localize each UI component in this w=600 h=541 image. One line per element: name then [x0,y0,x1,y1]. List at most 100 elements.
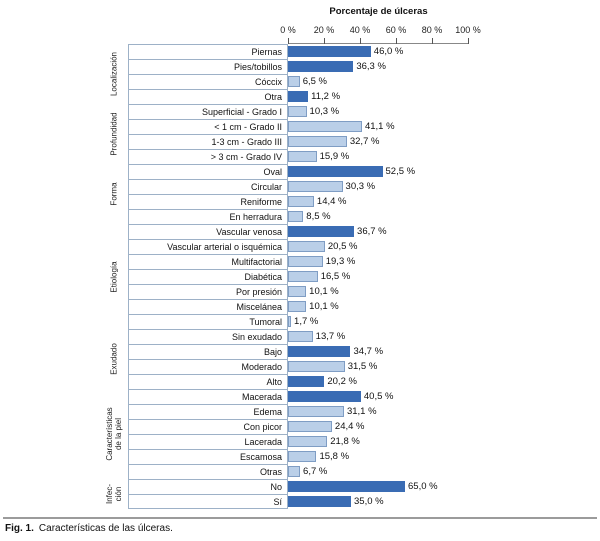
row-label: Tumoral [128,314,288,329]
bar [288,466,301,477]
chart-row: Reniforme 14,4 % [128,194,560,209]
bar-cell: 24,4 % [288,419,560,434]
chart-row: 1-3 cm - Grado III 32,7 % [128,134,560,149]
bar [288,451,317,462]
row-label: Circular [128,179,288,194]
row-label: Sin exudado [128,329,288,344]
bar [288,316,292,327]
bar [288,406,344,417]
bar-cell: 35,0 % [288,494,560,509]
row-label: Otras [128,464,288,479]
row-label: En herradura [128,209,288,224]
row-label: Oval [128,164,288,179]
bar-cell: 11,2 % [288,89,560,104]
group-label: Profundidad [100,104,128,164]
row-label: Reniforme [128,194,288,209]
group-label-text: Profundidad [109,112,119,156]
row-label: No [128,479,288,494]
bar [288,496,351,507]
chart-row: Moderado 31,5 % [128,359,560,374]
row-label: Diabética [128,269,288,284]
bar-cell: 20,2 % [288,374,560,389]
bar-cell: 6,7 % [288,464,560,479]
row-label: Con picor [128,419,288,434]
value-label: 52,5 % [385,166,416,177]
x-tick-label: 80 % [421,25,443,35]
row-label: Otra [128,89,288,104]
value-label: 15,9 % [319,151,350,162]
value-label: 10,1 % [309,301,339,312]
x-tick-label: 100 % [455,25,481,35]
row-label: Alto [128,374,288,389]
chart-row: En herradura 8,5 % [128,209,560,224]
bar-cell: 31,1 % [288,404,560,419]
chart-row: Otras 6,7 % [128,464,560,479]
bar-cell: 41,1 % [288,119,560,134]
chart-row: Alto 20,2 % [128,374,560,389]
row-label: < 1 cm - Grado II [128,119,288,134]
value-label: 6,5 % [302,76,327,87]
value-label: 36,7 % [357,226,387,237]
bar [288,136,347,147]
bar-cell: 46,0 % [288,44,560,59]
row-label: Piernas [128,44,288,59]
value-label: 30,3 % [345,181,376,192]
chart-row: Circular 30,3 % [128,179,560,194]
bar [288,166,383,177]
bar [288,436,328,447]
group-label: Características de la piel [100,389,128,479]
group-label: Forma [100,164,128,224]
row-label: Multifactorial [128,254,288,269]
bar [288,286,307,297]
category-group: Exudado Sin exudado 13,7 % Bajo 34,7 % Modera… [100,329,560,389]
bar-cell: 1,7 % [288,314,560,329]
bar-cell: 10,3 % [288,104,560,119]
chart-body: Localización Piernas 46,0 % Pies/tobillos 36… [100,44,560,509]
group-label: Localización [100,44,128,104]
value-label: 10,1 % [309,286,339,297]
chart-row: Oval 52,5 % [128,164,560,179]
x-tick-mark [324,38,325,44]
chart-row: Pies/tobillos 36,3 % [128,59,560,74]
row-label: > 3 cm - Grado IV [128,149,288,164]
value-label: 24,4 % [334,421,365,432]
category-group: Forma Oval 52,5 % Circular 30,3 % Reniforme 14… [100,164,560,224]
bar-cell: 21,8 % [288,434,560,449]
bar [288,181,343,192]
figure-caption-text: Características de las úlceras. [38,523,173,534]
bar [288,361,345,372]
group-label-text: Localización [109,51,119,97]
x-tick-label: 0 % [280,25,296,35]
chart-row: Piernas 46,0 % [128,44,560,59]
value-label: 40,5 % [363,391,394,402]
chart-row: Miscelánea 10,1 % [128,299,560,314]
x-axis: Porcentaje de úlceras 0 % 20 % 40 % 60 % 80 … [280,4,558,44]
row-label: Pies/tobillos [128,59,288,74]
value-label: 34,7 % [353,346,384,357]
row-label: Macerada [128,389,288,404]
bar [288,121,362,132]
bar-cell: 10,1 % [288,284,560,299]
value-label: 65,0 % [408,481,438,492]
bar [288,91,309,102]
chart-row: < 1 cm - Grado II 41,1 % [128,119,560,134]
row-label: Escamosa [128,449,288,464]
x-tick-mark [468,38,469,44]
chart-row: Sí 35,0 % [128,494,560,509]
bar [288,331,313,342]
figure-number: Fig. 1. [5,523,34,534]
bar [288,106,307,117]
value-label: 20,2 % [327,376,357,387]
bar [288,481,405,492]
value-label: 13,7 % [315,331,346,342]
chart-row: Macerada 40,5 % [128,389,560,404]
value-label: 15,8 % [319,451,350,462]
caption-divider [3,517,597,519]
chart-row: Otra 11,2 % [128,89,560,104]
group-label: Etiología [100,224,128,329]
x-tick-label: 60 % [385,25,407,35]
bar-chart: Porcentaje de úlceras 0 % 20 % 40 % 60 % 80 … [100,4,560,509]
category-group: Profundidad Superficial - Grado I 10,3 % < … [100,104,560,164]
chart-title: Porcentaje de úlceras [329,6,428,17]
